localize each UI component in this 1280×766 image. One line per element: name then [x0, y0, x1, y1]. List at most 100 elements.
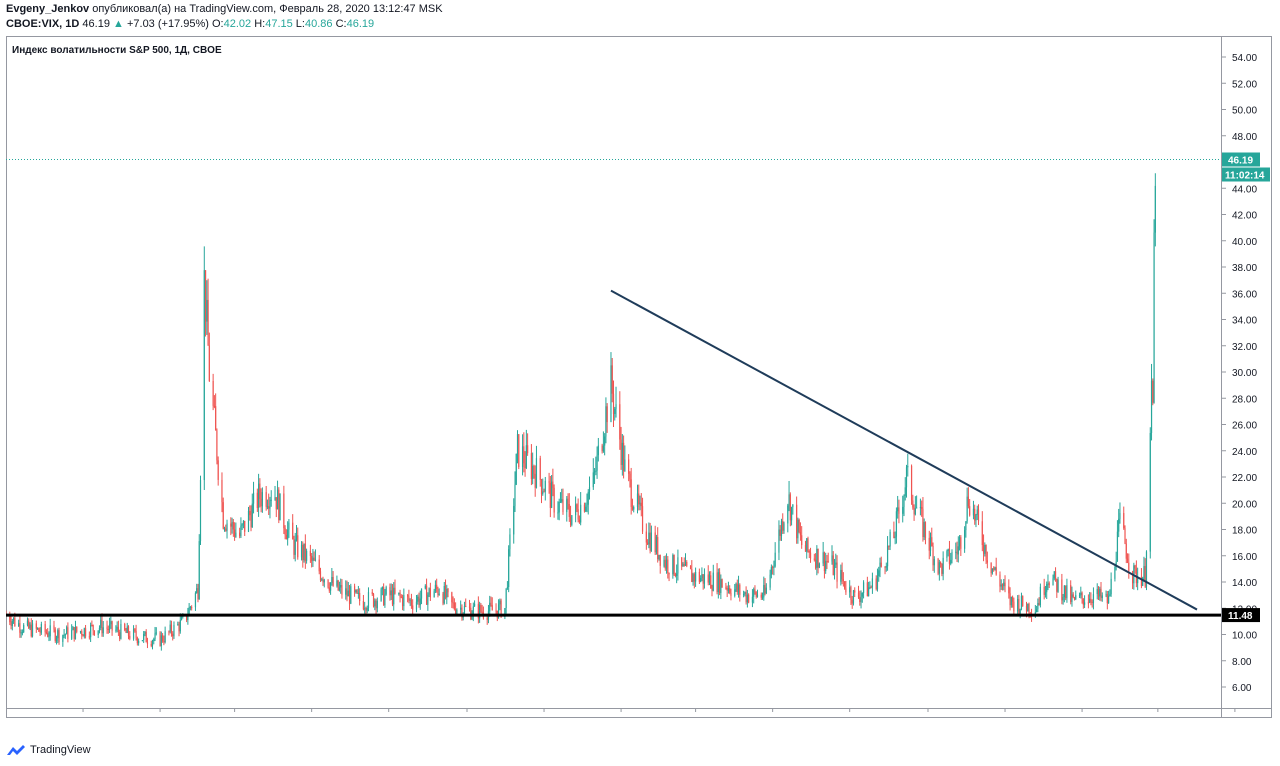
- candle-body: [401, 597, 404, 607]
- candle-body: [486, 617, 488, 620]
- candle-body: [533, 465, 535, 474]
- candle-body: [851, 599, 853, 604]
- candle-body: [640, 502, 642, 507]
- candle-body: [107, 628, 109, 630]
- candle-body: [244, 520, 246, 532]
- candle-body: [942, 557, 944, 574]
- candle-body: [154, 633, 156, 640]
- candle-body: [129, 635, 131, 639]
- candle-body: [650, 532, 652, 551]
- candle-body: [127, 626, 130, 636]
- candle-body: [619, 404, 621, 440]
- chart-svg[interactable]: 6.008.0010.0012.0014.0016.0018.0020.0022…: [0, 36, 1272, 729]
- candle-body: [1091, 601, 1093, 604]
- candle-body: [40, 624, 42, 633]
- candle-body: [93, 630, 96, 635]
- candle-body: [636, 493, 639, 507]
- candle-body: [338, 587, 341, 591]
- candle-body: [1105, 594, 1107, 596]
- candle-body: [994, 567, 996, 570]
- candle-body: [886, 545, 889, 567]
- candle-body: [788, 494, 790, 506]
- candle-body: [804, 545, 807, 552]
- candle-body: [639, 502, 641, 505]
- price-axis[interactable]: 6.008.0010.0012.0014.0016.0018.0020.0022…: [1221, 53, 1257, 694]
- candle-body: [221, 479, 223, 503]
- candle-body: [905, 467, 908, 488]
- chart-area[interactable]: 6.008.0010.0012.0014.0016.0018.0020.0022…: [0, 36, 1272, 729]
- candle-body: [631, 506, 634, 510]
- candle-body: [1046, 583, 1048, 593]
- candle-body: [615, 404, 617, 409]
- candle-body: [197, 588, 199, 600]
- candle-body: [683, 564, 685, 566]
- candle-body: [215, 406, 217, 431]
- candle-body: [151, 641, 154, 646]
- candle-body: [302, 544, 304, 561]
- candle-body: [725, 587, 727, 589]
- candle-body: [946, 551, 948, 558]
- price-labels: 46.19 11:02:14 11.48: [1222, 152, 1270, 623]
- candle-body: [774, 552, 776, 567]
- candle-body: [1062, 597, 1064, 601]
- candle-body: [870, 587, 872, 589]
- candle-body: [535, 458, 538, 488]
- candle-body: [1101, 595, 1103, 598]
- candle-body: [875, 578, 877, 590]
- candle-body: [28, 620, 30, 629]
- trendline[interactable]: [610, 289, 1198, 611]
- candle-body: [110, 621, 112, 625]
- candle-body: [1124, 528, 1126, 544]
- candle-body: [720, 579, 722, 593]
- candle-body: [66, 627, 68, 635]
- candle-body: [549, 482, 551, 508]
- candle-body: [443, 585, 445, 604]
- candle-body: [196, 588, 198, 594]
- candle-body: [548, 480, 550, 483]
- candle-body: [356, 590, 358, 594]
- candle-body: [1144, 566, 1146, 587]
- candle-body: [365, 608, 367, 611]
- candle-body: [568, 503, 570, 517]
- candle-body: [159, 632, 161, 647]
- candle-body: [955, 551, 957, 553]
- candle-body: [623, 442, 625, 471]
- candle-body: [374, 600, 376, 607]
- candle-body: [991, 568, 993, 574]
- candle-body: [964, 530, 966, 549]
- candle-body: [995, 567, 997, 575]
- candle-body: [614, 408, 616, 414]
- candle-body: [515, 453, 517, 485]
- candle-body: [102, 627, 104, 634]
- candle-body: [164, 631, 166, 643]
- candle-body: [20, 632, 22, 634]
- candle-body: [756, 594, 759, 597]
- candle-body: [1061, 579, 1063, 601]
- candle-body: [29, 624, 31, 629]
- candle-body: [274, 497, 276, 500]
- candle-body: [1097, 589, 1100, 597]
- candle-body: [234, 529, 236, 537]
- candle-body: [633, 506, 635, 510]
- candle-body: [189, 607, 191, 609]
- candle-body: [763, 585, 765, 598]
- candle-body: [100, 619, 102, 628]
- candle-body: [232, 522, 234, 530]
- candle-body: [913, 507, 915, 515]
- candle-body: [1107, 595, 1110, 604]
- candle-body: [532, 465, 534, 479]
- candle-body: [1036, 609, 1038, 613]
- candle-body: [597, 445, 599, 456]
- candle-body: [456, 609, 458, 615]
- candle-body: [1125, 543, 1127, 559]
- candle-body: [778, 529, 780, 553]
- candle-body: [453, 602, 455, 610]
- candle-body: [283, 493, 285, 529]
- candle-body: [792, 504, 794, 508]
- candle-body: [606, 406, 608, 423]
- candle-body: [58, 630, 60, 642]
- candle-body: [601, 445, 603, 452]
- candle-body: [1106, 594, 1108, 604]
- candle-body: [1143, 566, 1145, 578]
- candle-body: [90, 624, 92, 638]
